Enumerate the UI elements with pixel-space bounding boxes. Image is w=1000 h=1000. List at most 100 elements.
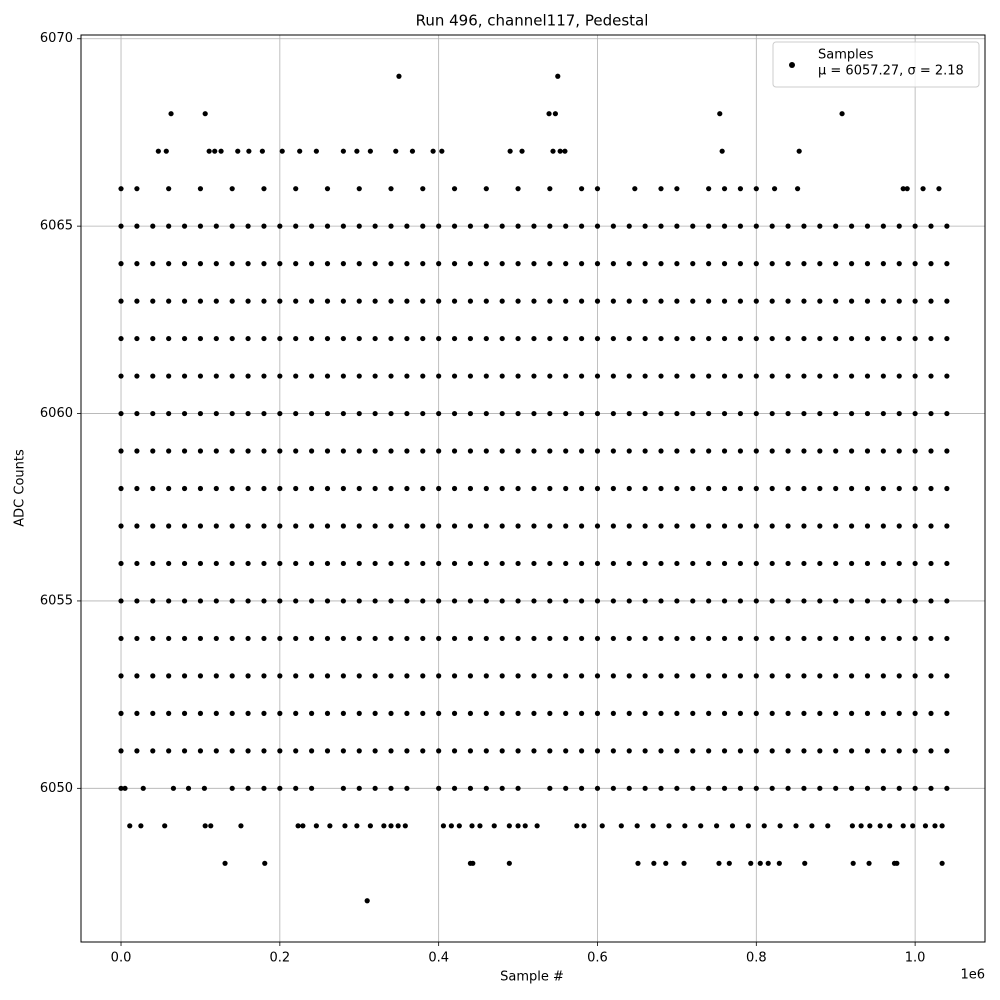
sample-point [134, 410, 140, 417]
sample-point [785, 748, 791, 754]
sample-point [801, 635, 807, 642]
sample-point [674, 635, 680, 642]
sample-point [610, 673, 616, 679]
sample-point [356, 748, 362, 754]
sample-point [134, 748, 140, 754]
legend-box [772, 41, 980, 88]
sample-point [483, 635, 489, 642]
sample-point [356, 485, 362, 492]
sample-point [716, 860, 722, 866]
sample-point [674, 186, 680, 192]
sample-point [213, 673, 219, 679]
sample-point [594, 335, 601, 342]
sample-point [499, 485, 505, 492]
sample-point [626, 523, 632, 529]
sample-point [324, 710, 331, 716]
sample-point [658, 186, 664, 192]
sample-point [364, 898, 370, 904]
sample-point [928, 373, 934, 379]
sample-point [634, 823, 640, 829]
sample-point [245, 785, 251, 791]
sample-point [202, 111, 208, 117]
sample-point [864, 298, 871, 304]
sample-point [801, 335, 807, 342]
sample-point [690, 373, 696, 379]
sample-point [642, 335, 648, 342]
sample-point [134, 598, 140, 604]
sample-point [197, 186, 204, 192]
sample-point [448, 823, 454, 829]
sample-point [324, 448, 331, 454]
sample-point [420, 485, 426, 492]
sample-point [519, 148, 525, 154]
sample-point [229, 335, 235, 342]
sample-point [213, 748, 219, 754]
sample-point [340, 673, 346, 679]
sample-point [293, 635, 299, 642]
sample-point [753, 710, 759, 716]
sample-point [197, 373, 204, 379]
sample-point [626, 261, 632, 267]
sample-point [150, 373, 156, 379]
sample-point [246, 148, 252, 154]
sample-point [134, 298, 140, 304]
sample-point [674, 335, 680, 342]
sample-point [293, 785, 299, 791]
sample-point [213, 598, 219, 604]
sample-point [356, 373, 362, 379]
sample-point [245, 560, 251, 567]
sample-point [134, 485, 140, 492]
sample-point [928, 335, 934, 342]
sample-point [817, 410, 823, 417]
sample-point [896, 485, 902, 492]
sample-point [817, 261, 823, 267]
sample-point [563, 373, 569, 379]
sample-point [833, 373, 839, 379]
sample-point [801, 598, 807, 604]
sample-point [229, 673, 235, 679]
sample-point [706, 298, 712, 304]
sample-point [833, 261, 839, 267]
sample-point [753, 223, 759, 229]
sample-point [181, 448, 188, 454]
sample-point [197, 485, 204, 492]
sample-point [467, 485, 474, 492]
sample-point [451, 223, 458, 229]
sample-point [721, 448, 728, 454]
sample-point [293, 598, 299, 604]
sample-point [515, 261, 521, 267]
sample-point [944, 560, 950, 567]
sample-point [817, 673, 823, 679]
sample-point [367, 823, 373, 829]
sample-point [261, 223, 267, 229]
sample-point [547, 560, 553, 567]
x-tick-label: 0.0 [111, 951, 132, 966]
sample-point [515, 186, 521, 192]
sample-point [309, 635, 315, 642]
sample-point [122, 785, 128, 791]
sample-point [185, 785, 192, 791]
sample-point [690, 261, 696, 267]
sample-point [309, 598, 315, 604]
sample-point [118, 410, 124, 417]
sample-point [229, 598, 235, 604]
sample-point [531, 261, 537, 267]
sample-point [594, 298, 601, 304]
sample-point [420, 748, 426, 754]
sample-point [356, 410, 362, 417]
sample-point [706, 410, 712, 417]
sample-point [150, 598, 156, 604]
sample-point [340, 448, 346, 454]
sample-point [388, 261, 394, 267]
sample-point [753, 785, 759, 791]
sample-point [706, 523, 712, 529]
sample-point [864, 448, 871, 454]
sample-point [642, 410, 648, 417]
sample-point [197, 261, 204, 267]
sample-point [896, 410, 902, 417]
sample-point [313, 823, 319, 829]
sample-point [706, 710, 712, 716]
sample-point [436, 598, 442, 604]
y-tick-label: 6055 [40, 593, 73, 608]
sample-point [356, 335, 362, 342]
